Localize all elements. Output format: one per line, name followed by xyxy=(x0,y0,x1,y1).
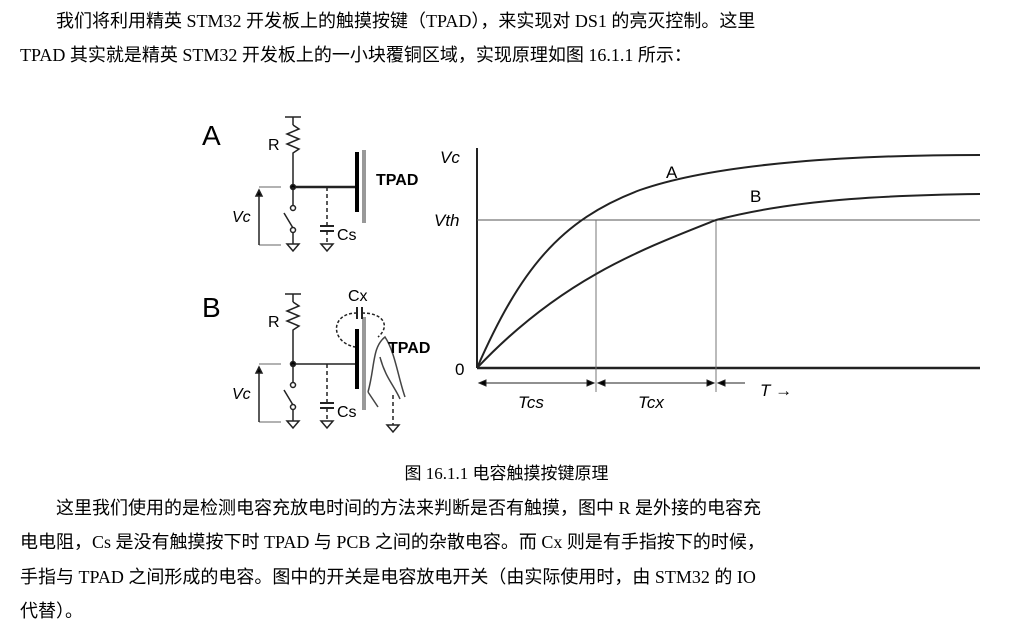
paragraph1-line: TPAD 其实就是精英 STM32 开发板上的一小块覆铜区域，实现原理如图 16… xyxy=(20,45,692,65)
circuit-a-label: A xyxy=(202,120,221,151)
figure-caption: 图 16.1.1 电容触摸按键原理 xyxy=(404,464,609,483)
svg-text:Vc: Vc xyxy=(440,148,460,167)
svg-text:0: 0 xyxy=(455,360,464,379)
paragraph2-line: 手指与 TPAD 之间形成的电容。图中的开关是电容放电开关（由实际使用时，由 S… xyxy=(20,567,756,587)
curve-a xyxy=(476,154,981,369)
svg-text:T →: T → xyxy=(760,381,792,400)
circuit-b: B R Cx TPAD Cs Vc xyxy=(202,288,430,434)
svg-text:Vc: Vc xyxy=(232,386,251,403)
paragraph1-line: 我们将利用精英 STM32 开发板上的触摸按键（TPAD），来实现对 DS1 的… xyxy=(56,11,756,31)
circuit-b-label: B xyxy=(202,292,221,323)
svg-text:Vth: Vth xyxy=(434,211,460,230)
resistor-icon xyxy=(285,301,301,364)
svg-text:R: R xyxy=(268,137,280,154)
svg-text:R: R xyxy=(268,314,280,331)
svg-text:B: B xyxy=(750,187,761,206)
svg-text:Vc: Vc xyxy=(232,209,251,226)
svg-text:A: A xyxy=(666,163,678,182)
resistor-icon xyxy=(285,124,301,187)
svg-text:Cs: Cs xyxy=(337,227,357,244)
switch-icon xyxy=(283,389,294,406)
paragraph2-line: 代替）。 xyxy=(20,601,83,621)
finger-icon xyxy=(367,335,406,408)
switch-icon xyxy=(283,212,294,229)
svg-text:Tcx: Tcx xyxy=(638,393,664,412)
paragraph2-line: 这里我们使用的是检测电容充放电时间的方法来判断是否有触摸，图中 R 是外接的电容… xyxy=(56,498,762,518)
svg-text:Cs: Cs xyxy=(337,404,357,421)
svg-text:TPAD: TPAD xyxy=(376,172,418,189)
paragraph2-line: 电电阻，Cs 是没有触摸按下时 TPAD 与 PCB 之间的杂散电容。而 Cx … xyxy=(20,532,765,552)
svg-text:Cx: Cx xyxy=(348,288,368,305)
figure-capacitive-touch: A R TPAD Cs Vc B R xyxy=(202,116,981,434)
charge-graph: Vc Vth 0 A B Tcs Tcx T → xyxy=(434,148,981,412)
svg-text:Tcs: Tcs xyxy=(518,393,544,412)
circuit-a: A R TPAD Cs Vc xyxy=(202,116,418,253)
svg-text:TPAD: TPAD xyxy=(388,340,430,357)
curve-b xyxy=(476,193,981,369)
